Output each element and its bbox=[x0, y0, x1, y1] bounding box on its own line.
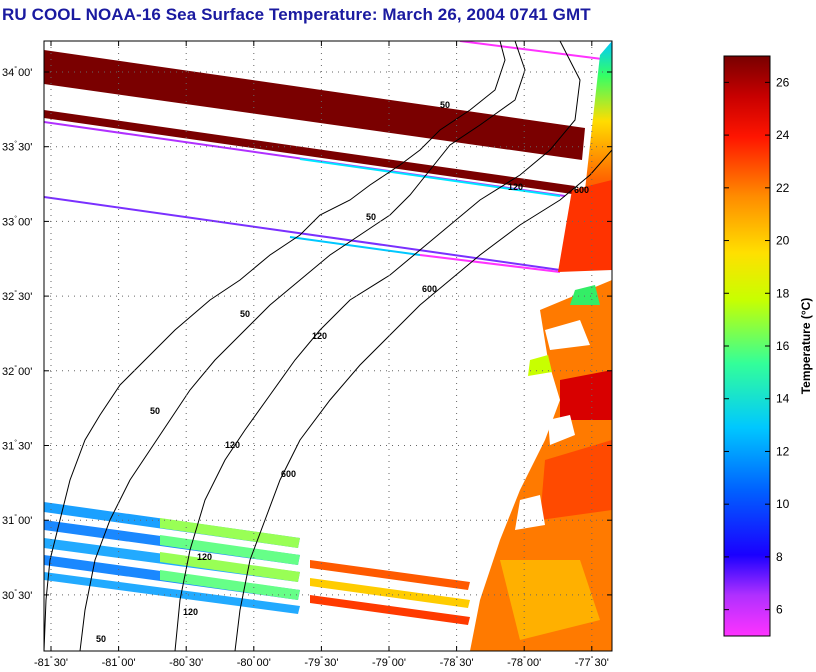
lat-tick-label: 33°30' bbox=[2, 140, 32, 154]
colorbar-tick-label: 8 bbox=[776, 550, 783, 564]
contour-label: 600 bbox=[281, 469, 296, 479]
sst-data-layer bbox=[44, 41, 612, 651]
lon-tick-label: -81°00' bbox=[102, 655, 136, 669]
lat-tick-label: 34°00' bbox=[2, 65, 32, 79]
lon-tick-label: -77°30' bbox=[575, 655, 609, 669]
lat-tick-label: 32°30' bbox=[2, 289, 32, 303]
sst-gulf-stream-patch bbox=[470, 280, 612, 651]
colorbar: 26 24 22 20 18 16 14 12 10 8 6 Temperature (°C) bbox=[723, 55, 813, 637]
lon-tick-label: -79°30' bbox=[304, 655, 338, 669]
colorbar-title: Temperature (°C) bbox=[799, 298, 813, 395]
lat-tick-label: 33°00' bbox=[2, 214, 32, 228]
colorbar-tick-label: 20 bbox=[776, 234, 790, 248]
lat-tick-label: 31°30' bbox=[2, 439, 32, 453]
lat-tick-label: 31°00' bbox=[2, 513, 32, 527]
sst-swath-band bbox=[44, 110, 575, 194]
plot-frame bbox=[43, 40, 613, 652]
contour-label: 120 bbox=[183, 607, 198, 617]
contour-label: 120 bbox=[225, 440, 240, 450]
contour-label: 120 bbox=[312, 331, 327, 341]
coastline bbox=[44, 41, 506, 651]
lon-tick-label: -81°30' bbox=[34, 655, 68, 669]
colorbar-tick-label: 22 bbox=[776, 181, 790, 195]
lat-tick-label: 30°30' bbox=[2, 588, 32, 602]
colorbar-tick-label: 16 bbox=[776, 339, 790, 353]
contour-label: 50 bbox=[96, 634, 106, 644]
contour-label: 120 bbox=[508, 182, 523, 192]
colorbar-tick-label: 18 bbox=[776, 286, 790, 300]
colorbar-tick-label: 6 bbox=[776, 603, 783, 617]
lat-tick-label: 32°00' bbox=[2, 364, 32, 378]
contour-label: 600 bbox=[574, 185, 589, 195]
contour-label: 50 bbox=[150, 406, 160, 416]
colorbar-tick-label: 14 bbox=[776, 392, 790, 406]
sst-swath-band bbox=[44, 50, 585, 160]
colorbar-tick-label: 26 bbox=[776, 75, 790, 89]
contour-label: 600 bbox=[422, 284, 437, 294]
colorbar-gradient bbox=[724, 56, 770, 636]
contour-label: 50 bbox=[366, 212, 376, 222]
lon-tick-label: -80°30' bbox=[169, 655, 203, 669]
contour-label: 120 bbox=[197, 552, 212, 562]
map-title: RU COOL NOAA-16 Sea Surface Temperature:… bbox=[2, 5, 591, 24]
colorbar-tick-label: 12 bbox=[776, 444, 790, 458]
contour-600m bbox=[234, 149, 612, 651]
contour-label: 50 bbox=[440, 100, 450, 110]
contour-120m bbox=[174, 41, 581, 651]
contour-labels: 50 50 50 50 50 120 120 120 120 120 600 6… bbox=[96, 100, 589, 644]
contour-label: 50 bbox=[240, 309, 250, 319]
contour-50m bbox=[79, 41, 526, 651]
colorbar-tick-label: 10 bbox=[776, 497, 790, 511]
lon-tick-label: -79°00' bbox=[372, 655, 406, 669]
lon-tick-label: -78°00' bbox=[507, 655, 541, 669]
lon-tick-label: -78°30' bbox=[440, 655, 474, 669]
lon-tick-label: -80°00' bbox=[237, 655, 271, 669]
graticule: 34°00' 33°30' 33°00' 32°30' 32°00' 31°30' 31°0… bbox=[2, 41, 612, 669]
coastline-contours bbox=[44, 41, 612, 651]
colorbar-tick-label: 24 bbox=[776, 128, 790, 142]
